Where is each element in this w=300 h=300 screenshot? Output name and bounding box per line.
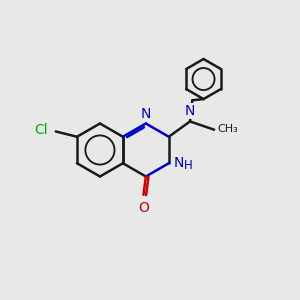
Text: N: N (141, 107, 151, 122)
Text: Cl: Cl (34, 123, 48, 137)
Text: O: O (138, 201, 149, 215)
Text: CH₃: CH₃ (218, 124, 238, 134)
Text: N: N (185, 104, 195, 118)
Text: N: N (174, 156, 184, 170)
Text: H: H (184, 159, 193, 172)
